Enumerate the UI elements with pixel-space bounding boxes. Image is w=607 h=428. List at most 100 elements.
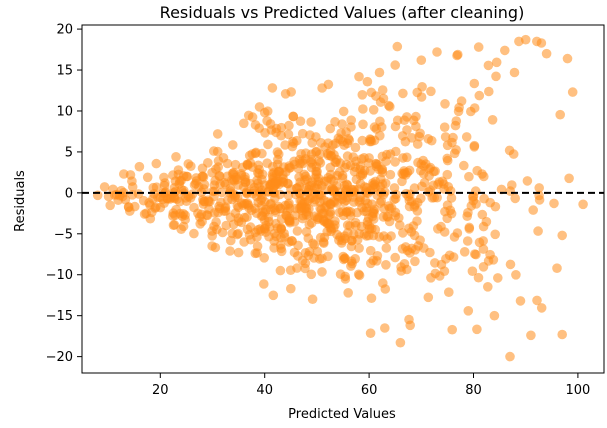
data-point <box>142 172 153 183</box>
data-point <box>381 156 391 166</box>
data-point <box>307 294 318 305</box>
data-point <box>347 258 357 269</box>
data-point <box>262 116 272 126</box>
data-point <box>381 260 391 270</box>
data-point <box>533 226 543 236</box>
data-point <box>395 220 405 230</box>
data-point <box>377 167 388 178</box>
data-point <box>242 224 253 235</box>
data-point <box>233 247 244 258</box>
data-point <box>469 103 480 113</box>
data-point <box>139 209 150 219</box>
data-point <box>196 187 207 197</box>
data-point <box>370 224 381 235</box>
data-point <box>263 187 273 197</box>
data-point <box>237 162 248 173</box>
data-point <box>481 216 492 227</box>
data-point <box>268 290 279 301</box>
data-point <box>155 202 166 213</box>
y-axis-ticks: −20 −15 −10 −5 0 5 10 15 20 <box>46 23 82 365</box>
data-point <box>323 251 333 262</box>
data-point <box>276 224 287 234</box>
x-tick-label: 40 <box>256 383 273 398</box>
data-point <box>390 60 401 70</box>
data-point <box>354 71 364 82</box>
data-point <box>297 128 308 139</box>
data-point <box>483 60 494 71</box>
y-tick-label: 0 <box>65 186 73 201</box>
data-point <box>469 78 480 89</box>
data-point <box>309 240 320 250</box>
data-point <box>461 132 472 142</box>
data-point <box>247 112 258 122</box>
data-point <box>532 295 542 306</box>
data-point <box>578 199 588 210</box>
data-point <box>306 269 317 280</box>
data-point <box>442 169 453 180</box>
data-point <box>203 158 213 168</box>
x-axis-label: Predicted Values <box>288 407 396 422</box>
data-point <box>181 196 192 206</box>
data-point <box>338 251 349 262</box>
data-point <box>382 234 393 244</box>
data-point <box>280 200 291 211</box>
data-point <box>255 224 265 234</box>
data-point <box>365 328 376 339</box>
data-point <box>232 229 242 240</box>
data-point <box>327 183 338 194</box>
data-point <box>189 228 199 239</box>
data-point <box>187 189 198 199</box>
data-point <box>557 329 567 340</box>
data-point <box>489 310 500 321</box>
data-point <box>427 193 438 203</box>
data-point <box>413 241 424 251</box>
data-point <box>256 195 266 206</box>
data-point <box>203 197 214 207</box>
data-point <box>464 171 474 182</box>
data-point <box>439 122 450 132</box>
data-point <box>567 87 578 97</box>
data-point <box>295 195 306 206</box>
data-point <box>209 146 219 156</box>
data-point <box>415 128 425 139</box>
data-point <box>292 226 303 236</box>
data-point <box>534 183 544 193</box>
data-point <box>343 288 354 298</box>
data-point <box>99 182 110 192</box>
data-point <box>383 201 394 211</box>
data-point <box>350 217 361 228</box>
data-point <box>491 71 501 82</box>
data-point <box>251 147 261 158</box>
data-point <box>404 314 414 325</box>
data-point <box>412 139 423 149</box>
data-point <box>425 247 435 258</box>
data-point <box>473 272 484 283</box>
data-point <box>218 153 229 163</box>
data-point <box>449 148 460 159</box>
data-point <box>354 270 365 281</box>
data-point <box>275 240 286 250</box>
data-point <box>226 235 236 246</box>
data-point <box>462 236 473 246</box>
data-point <box>505 186 516 196</box>
data-point <box>444 250 455 261</box>
data-point <box>564 173 574 184</box>
y-tick-label: −15 <box>46 309 73 324</box>
data-point <box>536 38 547 48</box>
data-point <box>160 178 170 188</box>
data-point <box>239 237 249 247</box>
y-tick-label: −20 <box>46 350 73 365</box>
data-point <box>380 323 390 333</box>
data-point <box>334 167 345 177</box>
data-point <box>295 116 306 126</box>
data-point <box>365 166 376 176</box>
data-point <box>459 160 469 171</box>
data-point <box>432 47 442 57</box>
data-point <box>381 243 392 253</box>
data-point <box>443 182 454 192</box>
chart-title: Residuals vs Predicted Values (after cle… <box>160 3 525 22</box>
data-point <box>334 235 344 245</box>
data-point <box>151 182 162 192</box>
data-point <box>411 111 421 122</box>
data-point <box>222 195 233 205</box>
